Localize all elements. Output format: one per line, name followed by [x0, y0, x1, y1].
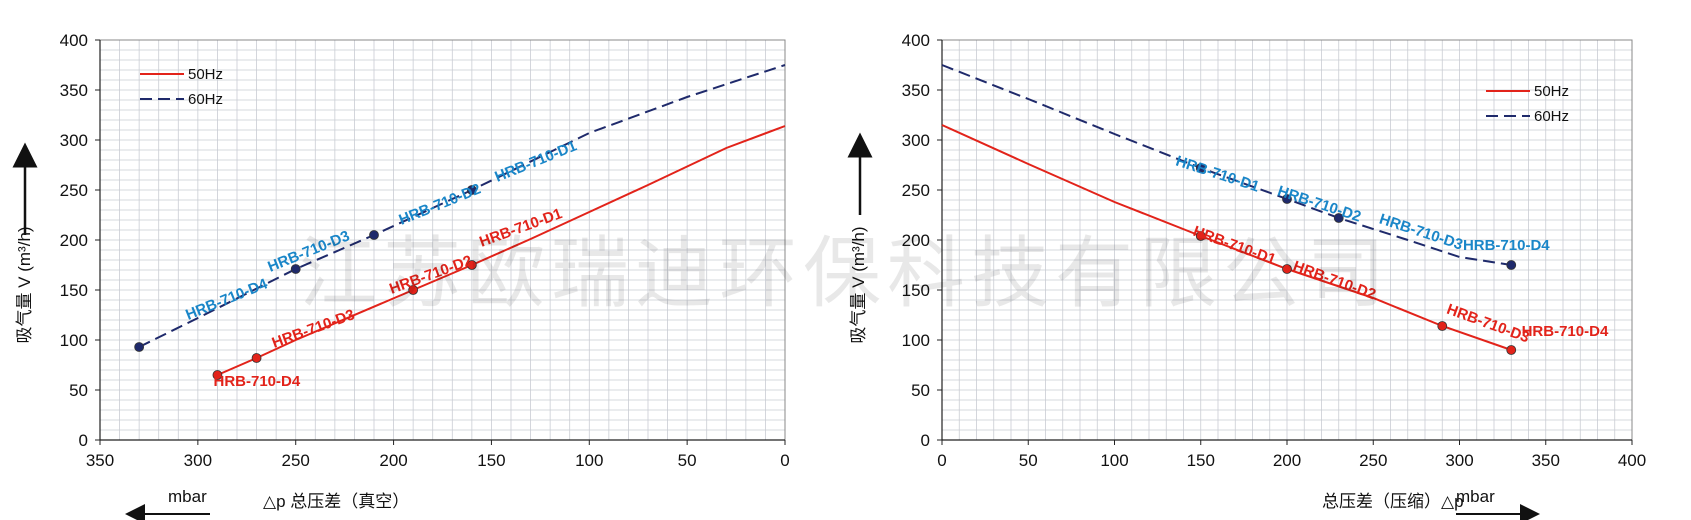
- data-point: [408, 285, 419, 295]
- x-unit-label: mbar: [1456, 487, 1495, 506]
- x-tick-label: 0: [780, 451, 789, 470]
- y-tick-label: 350: [902, 81, 930, 100]
- data-point: [466, 260, 477, 270]
- x-tick-label: 300: [184, 451, 212, 470]
- model-annotation: HRB-710-D4: [183, 275, 270, 323]
- x-tick-label: 400: [1618, 451, 1646, 470]
- legend: 50Hz 60Hz: [1486, 83, 1569, 125]
- y-tick-label: 200: [902, 231, 930, 250]
- series-line-50Hz: [217, 125, 786, 376]
- x-tick-label: 150: [477, 451, 505, 470]
- y-tick-label: 350: [60, 81, 88, 100]
- legend-label: 50Hz: [1534, 83, 1569, 100]
- watermark: 江苏欧瑞迪环保科技有限公司: [299, 229, 1391, 319]
- data-point: [1506, 260, 1517, 270]
- x-tick-label: 300: [1445, 451, 1473, 470]
- x-tick-label: 250: [1359, 451, 1387, 470]
- y-tick-label: 0: [79, 431, 88, 450]
- data-point: [251, 353, 262, 363]
- data-point: [369, 230, 379, 240]
- legend-label: 60Hz: [1534, 108, 1569, 125]
- x-tick-label: 50: [1019, 451, 1038, 470]
- model-annotation: HRB-710-D1: [492, 137, 579, 185]
- y-tick-label: 0: [921, 431, 930, 450]
- y-tick-label: 50: [69, 381, 88, 400]
- y-tick-label: 150: [60, 281, 88, 300]
- y-axis-label: 吸气量 V (m³/h): [849, 226, 868, 343]
- y-tick-label: 200: [60, 231, 88, 250]
- legend-label: 50Hz: [188, 66, 223, 83]
- y-tick-label: 50: [911, 381, 930, 400]
- x-tick-label: 50: [678, 451, 697, 470]
- data-point: [1282, 264, 1292, 274]
- y-tick-label: 300: [60, 131, 88, 150]
- x-axis-label: 总压差（压缩）△p: [1322, 492, 1464, 511]
- data-point: [212, 370, 223, 380]
- y-tick-label: 300: [902, 131, 930, 150]
- data-point: [1437, 321, 1448, 331]
- data-point: [134, 342, 145, 352]
- data-point: [1195, 231, 1206, 241]
- y-axis-label: 吸气量 V (m³/h): [15, 226, 34, 343]
- x-axis-label: △p 总压差（真空）: [263, 492, 409, 511]
- model-annotation: HRB-710-D4: [1463, 237, 1550, 254]
- y-tick-label: 150: [902, 281, 930, 300]
- series-line-60Hz: [138, 64, 786, 348]
- y-tick-label: 400: [60, 31, 88, 50]
- data-point: [1506, 345, 1517, 355]
- x-tick-label: 100: [575, 451, 603, 470]
- legend: 50Hz 60Hz: [140, 66, 223, 108]
- x-tick-label: 100: [1100, 451, 1128, 470]
- model-annotation: HRB-710-D2: [397, 180, 484, 228]
- grid: [99, 39, 786, 441]
- y-tick-label: 100: [902, 331, 930, 350]
- x-tick-label: 150: [1187, 451, 1215, 470]
- model-annotation: HRB-710-D3: [1444, 301, 1531, 347]
- model-annotation: HRB-710-D1: [1174, 153, 1262, 196]
- model-annotation: HRB-710-D4: [214, 373, 301, 390]
- model-annotation: HRB-710-D2: [1275, 183, 1363, 226]
- data-point: [1195, 163, 1206, 173]
- x-tick-label: 350: [86, 451, 114, 470]
- legend-label: 60Hz: [188, 91, 223, 108]
- x-tick-label: 200: [1273, 451, 1301, 470]
- data-point: [466, 185, 477, 195]
- x-tick-label: 350: [1532, 451, 1560, 470]
- y-tick-label: 400: [902, 31, 930, 50]
- x-tick-label: 0: [937, 451, 946, 470]
- series-line-50Hz: [941, 124, 1512, 351]
- y-tick-label: 100: [60, 331, 88, 350]
- y-tick-label: 250: [60, 181, 88, 200]
- model-annotation: HRB-710-D4: [1522, 323, 1609, 340]
- data-point: [290, 264, 301, 274]
- data-point: [1333, 213, 1344, 223]
- data-point: [1282, 194, 1292, 204]
- x-unit-label: mbar: [168, 487, 207, 506]
- y-tick-label: 250: [902, 181, 930, 200]
- x-tick-label: 250: [282, 451, 310, 470]
- x-tick-label: 200: [379, 451, 407, 470]
